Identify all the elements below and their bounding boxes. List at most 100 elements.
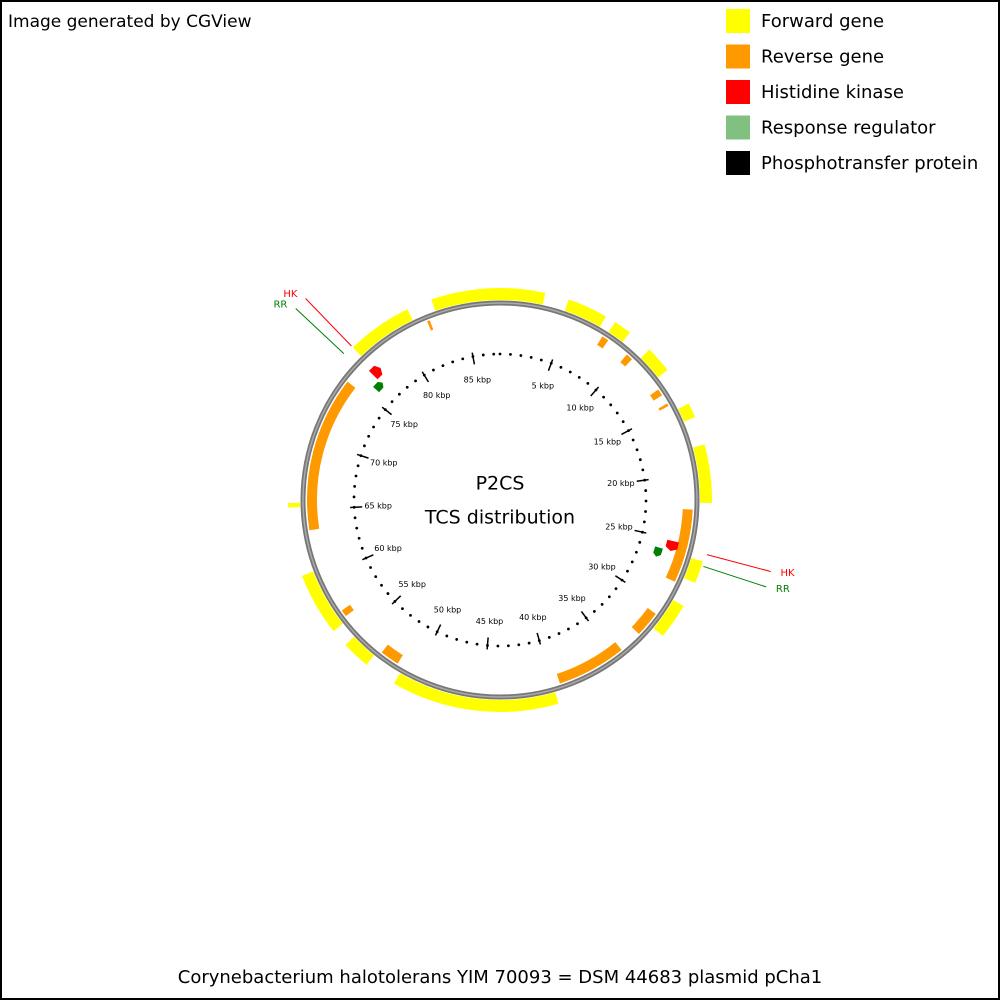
feature-leader: [703, 565, 767, 588]
minor-tick: [644, 510, 647, 513]
gene-arc: [307, 381, 356, 531]
major-tick: [547, 359, 554, 372]
minor-tick: [481, 353, 485, 357]
feature-mark: [373, 381, 384, 393]
minor-tick: [630, 560, 634, 564]
gene-arc: [302, 571, 343, 632]
minor-tick: [506, 644, 510, 648]
minor-tick: [519, 354, 523, 357]
legend-swatch: [726, 151, 750, 175]
minor-tick: [498, 352, 502, 356]
feature-leader: [305, 298, 352, 347]
minor-tick: [432, 368, 435, 372]
minor-tick: [592, 609, 596, 613]
minor-tick: [635, 448, 639, 452]
major-tick: [486, 637, 489, 650]
major-tick: [636, 478, 649, 482]
minor-tick: [414, 379, 417, 383]
minor-tick: [353, 485, 357, 488]
minor-tick: [405, 385, 409, 389]
minor-tick: [602, 395, 606, 399]
minor-tick: [559, 365, 563, 369]
minor-tick: [441, 364, 445, 368]
minor-tick: [607, 595, 611, 599]
gene-arc: [556, 642, 622, 684]
legend-label: Forward gene: [761, 11, 884, 32]
gene-arc: [650, 389, 663, 401]
major-tick: [634, 529, 647, 534]
minor-tick: [547, 636, 551, 639]
minor-tick: [621, 420, 625, 424]
minor-tick: [644, 489, 648, 492]
minor-tick: [356, 464, 360, 468]
minor-tick: [626, 569, 629, 573]
feature-label: RR: [273, 299, 287, 310]
gene-arc: [640, 349, 668, 378]
minor-tick: [426, 625, 430, 629]
major-tick: [614, 575, 626, 583]
major-tick: [536, 632, 542, 645]
minor-tick: [509, 352, 512, 356]
gene-arc: [653, 599, 684, 636]
tick-label: 5 kbp: [532, 381, 554, 390]
gene-arc: [345, 636, 375, 665]
feature-mark: [653, 546, 663, 557]
minor-tick: [539, 358, 543, 362]
minor-tick: [363, 444, 366, 448]
feature-mark: [368, 365, 383, 380]
minor-tick: [357, 536, 361, 540]
minor-tick: [634, 550, 638, 554]
tick-label: 30 kbp: [588, 562, 616, 571]
minor-tick: [641, 468, 645, 472]
gene-arc: [684, 557, 703, 583]
minor-tick: [465, 640, 469, 644]
minor-tick: [615, 411, 619, 415]
minor-tick: [380, 583, 383, 587]
minor-tick: [367, 434, 371, 438]
feature-leader: [295, 308, 345, 355]
map-subtitle: TCS distribution: [424, 507, 575, 529]
tick-label: 50 kbp: [434, 606, 462, 615]
map-title: P2CS: [476, 473, 525, 495]
caption: Corynebacterium halotolerans YIM 70093 =…: [178, 967, 822, 988]
minor-tick: [644, 499, 648, 503]
legend-swatch: [726, 9, 750, 33]
gene-arc: [597, 336, 609, 349]
feature-leader: [706, 554, 771, 572]
gene-arc: [381, 644, 403, 664]
gene-arc: [677, 403, 696, 422]
feature-mark: [665, 539, 680, 551]
minor-tick: [354, 474, 358, 478]
major-tick: [580, 610, 590, 622]
major-tick: [391, 595, 402, 605]
minor-tick: [642, 520, 646, 524]
major-tick: [434, 624, 442, 636]
minor-tick: [517, 643, 521, 647]
minor-tick: [529, 355, 533, 359]
major-tick: [471, 352, 476, 365]
minor-tick: [409, 613, 412, 617]
legend-swatch: [726, 80, 750, 104]
minor-tick: [567, 627, 570, 631]
tick-label: 60 kbp: [374, 544, 402, 553]
backbone-highlight: [302, 302, 698, 698]
minor-tick: [614, 587, 618, 591]
minor-tick: [372, 425, 375, 429]
tick-label: 15 kbp: [594, 438, 622, 447]
tick-label: 80 kbp: [423, 391, 451, 400]
major-tick: [350, 506, 363, 509]
tick-label: 85 kbp: [464, 376, 492, 385]
feature-label: HK: [781, 568, 796, 579]
gene-arc: [352, 309, 413, 357]
minor-tick: [353, 516, 357, 520]
gene-arc: [608, 321, 630, 343]
minor-tick: [600, 602, 604, 606]
minor-tick: [576, 622, 579, 626]
minor-tick: [492, 352, 496, 356]
minor-tick: [355, 526, 359, 530]
minor-tick: [352, 495, 356, 499]
tick-label: 75 kbp: [390, 420, 418, 429]
tick-label: 55 kbp: [398, 580, 426, 589]
